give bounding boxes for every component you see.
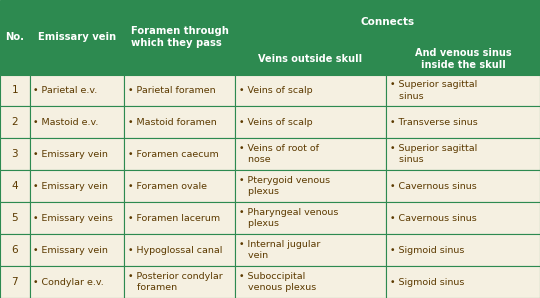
- Text: • Internal jugular
   vein: • Internal jugular vein: [239, 240, 320, 260]
- Text: 3: 3: [11, 149, 18, 159]
- Text: • Emissary vein: • Emissary vein: [33, 150, 109, 159]
- Bar: [124, 106, 235, 138]
- Text: • Parietal foramen: • Parietal foramen: [128, 86, 215, 95]
- Text: • Mastoid e.v.: • Mastoid e.v.: [33, 118, 99, 127]
- Bar: [30, 106, 124, 138]
- Bar: [30, 266, 124, 298]
- Bar: [386, 138, 540, 170]
- Text: • Cavernous sinus: • Cavernous sinus: [390, 182, 477, 191]
- Text: • Suboccipital
   venous plexus: • Suboccipital venous plexus: [239, 272, 316, 292]
- Bar: [386, 106, 540, 138]
- Bar: [30, 202, 124, 234]
- Bar: [235, 74, 386, 106]
- Bar: [124, 266, 235, 298]
- Bar: [124, 138, 235, 170]
- Text: • Pterygoid venous
   plexus: • Pterygoid venous plexus: [239, 176, 330, 196]
- Bar: [0, 202, 30, 234]
- Text: • Veins of scalp: • Veins of scalp: [239, 118, 312, 127]
- Bar: [124, 170, 235, 202]
- Bar: [235, 202, 386, 234]
- Text: • Sigmoid sinus: • Sigmoid sinus: [390, 246, 464, 254]
- Bar: [0, 138, 30, 170]
- Text: • Pharyngeal venous
   plexus: • Pharyngeal venous plexus: [239, 208, 338, 228]
- Bar: [235, 234, 386, 266]
- Bar: [0, 170, 30, 202]
- Text: 5: 5: [11, 213, 18, 223]
- Bar: [235, 0, 540, 43]
- Bar: [386, 202, 540, 234]
- Text: • Foramen caecum: • Foramen caecum: [128, 150, 219, 159]
- Text: • Transverse sinus: • Transverse sinus: [390, 118, 478, 127]
- Text: • Mastoid foramen: • Mastoid foramen: [128, 118, 217, 127]
- Bar: [30, 234, 124, 266]
- Bar: [235, 138, 386, 170]
- Text: Connects: Connects: [360, 17, 415, 27]
- Bar: [124, 234, 235, 266]
- Text: • Condylar e.v.: • Condylar e.v.: [33, 277, 104, 287]
- Text: • Posterior condylar
   foramen: • Posterior condylar foramen: [128, 272, 222, 292]
- Bar: [124, 74, 235, 106]
- Bar: [235, 170, 386, 202]
- Text: Foramen through
which they pass: Foramen through which they pass: [131, 26, 228, 49]
- Text: • Foramen ovale: • Foramen ovale: [128, 182, 207, 191]
- Text: • Foramen lacerum: • Foramen lacerum: [128, 214, 220, 223]
- Bar: [386, 234, 540, 266]
- Bar: [0, 234, 30, 266]
- Text: 6: 6: [11, 245, 18, 255]
- Bar: [30, 138, 124, 170]
- Text: • Emissary vein: • Emissary vein: [33, 182, 109, 191]
- Text: • Superior sagittal
   sinus: • Superior sagittal sinus: [390, 80, 477, 100]
- Bar: [386, 43, 540, 74]
- Bar: [235, 266, 386, 298]
- Bar: [124, 0, 235, 74]
- Text: • Emissary veins: • Emissary veins: [33, 214, 113, 223]
- Text: • Cavernous sinus: • Cavernous sinus: [390, 214, 477, 223]
- Text: 4: 4: [11, 181, 18, 191]
- Text: 2: 2: [11, 117, 18, 127]
- Text: Emissary vein: Emissary vein: [38, 32, 116, 42]
- Text: • Hypoglossal canal: • Hypoglossal canal: [128, 246, 222, 254]
- Bar: [0, 74, 30, 106]
- Bar: [124, 202, 235, 234]
- Text: And venous sinus
inside the skull: And venous sinus inside the skull: [415, 48, 511, 70]
- Bar: [235, 43, 386, 74]
- Bar: [30, 0, 124, 74]
- Text: No.: No.: [5, 32, 24, 42]
- Text: Veins outside skull: Veins outside skull: [259, 54, 362, 64]
- Bar: [30, 170, 124, 202]
- Text: • Emissary vein: • Emissary vein: [33, 246, 109, 254]
- Text: • Veins of root of
   nose: • Veins of root of nose: [239, 144, 319, 164]
- Text: 7: 7: [11, 277, 18, 287]
- Text: • Sigmoid sinus: • Sigmoid sinus: [390, 277, 464, 287]
- Text: 1: 1: [11, 86, 18, 95]
- Bar: [386, 74, 540, 106]
- Bar: [386, 170, 540, 202]
- Bar: [30, 74, 124, 106]
- Bar: [0, 0, 30, 74]
- Bar: [235, 106, 386, 138]
- Text: • Parietal e.v.: • Parietal e.v.: [33, 86, 98, 95]
- Text: • Veins of scalp: • Veins of scalp: [239, 86, 312, 95]
- Bar: [0, 266, 30, 298]
- Bar: [386, 266, 540, 298]
- Bar: [0, 106, 30, 138]
- Text: • Superior sagittal
   sinus: • Superior sagittal sinus: [390, 144, 477, 164]
